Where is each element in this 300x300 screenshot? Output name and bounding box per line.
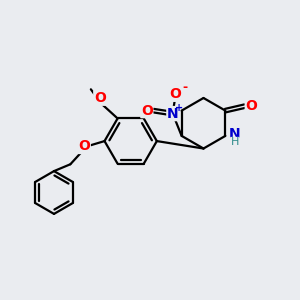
Text: N: N — [229, 127, 241, 141]
Text: N: N — [167, 106, 178, 121]
Text: O: O — [78, 140, 90, 153]
Text: O: O — [170, 87, 182, 101]
Text: O: O — [94, 91, 106, 105]
Text: O: O — [141, 103, 153, 118]
Text: +: + — [175, 103, 183, 113]
Text: O: O — [245, 99, 257, 113]
Text: H: H — [231, 137, 239, 147]
Text: -: - — [182, 81, 187, 94]
